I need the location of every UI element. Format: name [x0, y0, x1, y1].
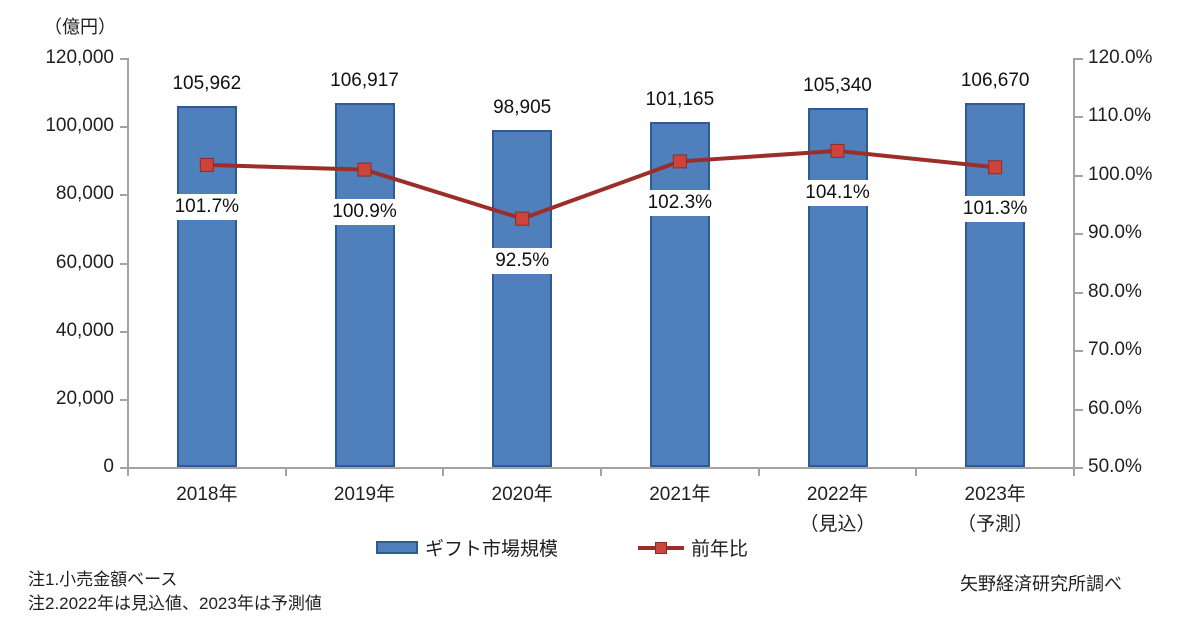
left-axis-tick-label: 80,000 [55, 183, 114, 205]
bar-series-swatch [376, 541, 418, 554]
market-size-bar [965, 103, 1026, 467]
yoy-value-label: 100.9% [326, 198, 403, 225]
left-axis-tick-label: 120,000 [45, 47, 114, 68]
left-axis-line [127, 58, 129, 469]
yoy-line [206, 148, 996, 221]
yoy-value-label: 101.3% [956, 196, 1034, 223]
yoy-value-label: 104.1% [799, 179, 876, 206]
right-axis-tick [1075, 350, 1083, 353]
x-axis-tick [1073, 469, 1075, 476]
legend-item-bar-series: ギフト市場規模 [376, 534, 558, 561]
x-axis-tick [127, 469, 129, 476]
left-axis-tick-label: 60,000 [55, 251, 114, 273]
x-axis-category-label: 2022年 [806, 484, 869, 505]
bar-value-label: 101,165 [645, 89, 715, 111]
yoy-value-label: 102.3% [641, 190, 719, 217]
x-axis-category-label: 2018年 [176, 484, 238, 505]
left-axis-tick [120, 330, 128, 333]
market-size-bar [649, 122, 710, 467]
right-axis-tick-label: 100.0% [1088, 163, 1153, 185]
legend: ギフト市場規模 前年比 [376, 534, 748, 561]
market-size-bar [492, 129, 553, 467]
left-axis-tick [120, 262, 128, 265]
left-axis-tick [120, 467, 128, 469]
x-axis-category-label: （見込） [799, 514, 876, 535]
right-axis-tick-label: 110.0% [1088, 105, 1152, 127]
right-axis-tick [1075, 408, 1083, 411]
market-size-bar [334, 102, 395, 467]
left-axis-tick [120, 398, 128, 401]
legend-item-line-series: 前年比 [638, 534, 748, 561]
right-axis-tick-label: 90.0% [1088, 222, 1142, 244]
right-axis-tick-label: 50.0% [1088, 456, 1142, 477]
right-axis-line [1073, 58, 1075, 469]
left-axis-unit-label: （億円） [44, 17, 116, 37]
right-axis-tick [1075, 116, 1083, 119]
x-axis-tick [442, 469, 445, 476]
right-axis-tick-label: 120.0% [1088, 47, 1153, 68]
right-axis-tick [1075, 58, 1083, 60]
x-axis-category-label: 2020年 [491, 484, 553, 505]
bar-value-label: 106,917 [330, 69, 399, 91]
x-axis-category-label: 2019年 [333, 484, 396, 505]
left-axis-tick-label: 40,000 [55, 319, 114, 341]
market-size-bar [807, 107, 868, 467]
footnote-1: 注1.小売金額ベース [28, 570, 178, 589]
line-series-swatch [638, 541, 685, 555]
right-axis-tick [1075, 174, 1083, 177]
source-credit: 矢野経済研究所調べ [960, 574, 1122, 594]
right-axis-tick-label: 80.0% [1088, 280, 1142, 302]
left-axis-tick [120, 58, 128, 60]
right-axis-tick [1075, 291, 1083, 294]
x-axis-category-label: 2021年 [649, 484, 711, 505]
bottom-axis-line [127, 467, 1075, 469]
right-axis-tick-label: 60.0% [1088, 397, 1142, 419]
line-swatch-marker-icon [655, 541, 668, 554]
x-axis-tick [600, 469, 602, 476]
yoy-value-label: 92.5% [489, 247, 556, 274]
x-axis-tick [915, 469, 918, 476]
left-axis-tick-label: 100,000 [45, 115, 114, 137]
right-axis-tick-label: 70.0% [1088, 339, 1142, 361]
bar-value-label: 98,905 [493, 96, 552, 118]
bar-value-label: 105,340 [803, 74, 872, 96]
bar-value-label: 106,670 [960, 70, 1030, 92]
right-axis-tick [1075, 233, 1083, 236]
x-axis-tick [757, 469, 760, 476]
x-axis-category-label: （予測） [957, 514, 1034, 535]
left-axis-tick [120, 126, 128, 129]
market-size-bar [176, 105, 237, 467]
footnote-2: 注2.2022年は見込値、2023年は予測値 [28, 594, 322, 613]
right-axis-tick [1075, 467, 1083, 469]
left-axis-tick-label: 20,000 [55, 387, 114, 409]
x-axis-category-label: 2023年 [964, 484, 1026, 505]
left-axis-tick [120, 194, 128, 197]
footnotes: 注1.小売金額ベース 注2.2022年は見込値、2023年は予測値 [28, 568, 322, 616]
x-axis-tick [284, 469, 287, 476]
legend-label-bar-series: ギフト市場規模 [425, 539, 559, 560]
bar-value-label: 105,962 [172, 72, 242, 94]
left-axis-tick-label: 0 [103, 456, 114, 477]
legend-label-line-series: 前年比 [691, 539, 749, 560]
yoy-value-label: 101.7% [168, 193, 246, 220]
